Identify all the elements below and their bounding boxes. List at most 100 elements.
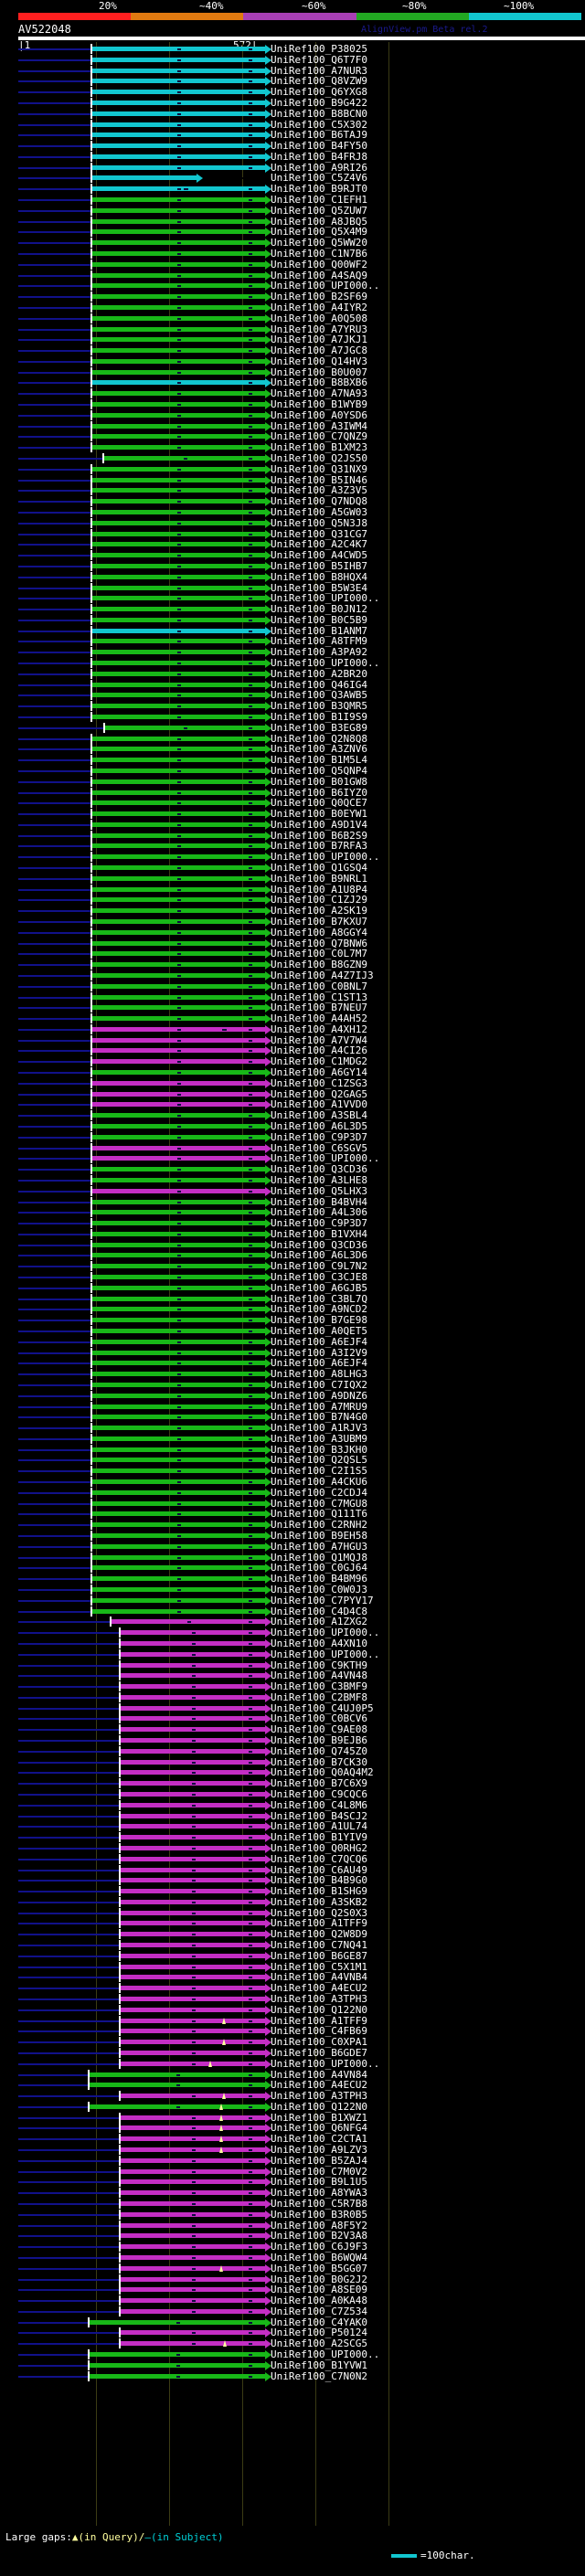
hit-row[interactable]: UniRef100_C2I1S5 bbox=[0, 1465, 585, 1477]
hit-label[interactable]: UniRef100_B9L1U5 bbox=[271, 2176, 367, 2189]
hit-label[interactable]: UniRef100_Q5WW20 bbox=[271, 237, 367, 249]
hit-label[interactable]: UniRef100_C6J9F3 bbox=[271, 2241, 367, 2253]
hit-row[interactable]: UniRef100_Q2JS50 bbox=[0, 452, 585, 464]
hit-label[interactable]: UniRef100_B9RJT0 bbox=[271, 183, 367, 196]
hit-row[interactable]: UniRef100_A6GY14 bbox=[0, 1066, 585, 1079]
hit-label[interactable]: UniRef100_A7JKJ1 bbox=[271, 334, 367, 346]
hit-label[interactable]: UniRef100_Q5ZUW7 bbox=[271, 204, 367, 217]
hit-label[interactable]: UniRef100_Q2N8Q8 bbox=[271, 732, 367, 745]
hit-row[interactable]: UniRef100_C4D4C8 bbox=[0, 1606, 585, 1617]
hit-row[interactable]: UniRef100_A7NUR3 bbox=[0, 64, 585, 77]
hit-row[interactable]: UniRef100_A0YSD6 bbox=[0, 409, 585, 421]
hit-row[interactable]: UniRef100_B0JN12 bbox=[0, 603, 585, 615]
hit-row[interactable]: UniRef100_A5GW03 bbox=[0, 506, 585, 518]
hit-row[interactable]: UniRef100_B9EH58 bbox=[0, 1530, 585, 1542]
hit-label[interactable]: UniRef100_C7PYV17 bbox=[271, 1594, 374, 1606]
hit-row[interactable]: UniRef100_B4B9G0 bbox=[0, 1874, 585, 1886]
hit-label[interactable]: UniRef100_C1ZSG3 bbox=[271, 1076, 367, 1089]
hit-row[interactable]: UniRef100_A6GJB5 bbox=[0, 1282, 585, 1294]
hit-row[interactable]: UniRef100_A2C4K7 bbox=[0, 538, 585, 550]
hit-label[interactable]: UniRef100_B9EJB6 bbox=[271, 1734, 367, 1747]
hit-label[interactable]: UniRef100_B1I9S9 bbox=[271, 710, 367, 723]
hit-label[interactable]: UniRef100_A1TFF9 bbox=[271, 1917, 367, 1930]
hit-row[interactable]: UniRef100_C5X1M1 bbox=[0, 1961, 585, 1973]
hit-label[interactable]: UniRef100_C6SGV5 bbox=[271, 1141, 367, 1154]
hit-label[interactable]: UniRef100_B8HQX4 bbox=[271, 570, 367, 583]
hit-row[interactable]: UniRef100_B0EYW1 bbox=[0, 808, 585, 820]
hit-label[interactable]: UniRef100_A3SBL4 bbox=[271, 1109, 367, 1122]
hit-row[interactable]: UniRef100_UPI000.. bbox=[0, 2348, 585, 2360]
hit-label[interactable]: UniRef100_A9NCD2 bbox=[271, 1303, 367, 1316]
hit-label[interactable]: UniRef100_B4FRJ8 bbox=[271, 150, 367, 163]
hit-row[interactable]: UniRef100_B1XM23 bbox=[0, 441, 585, 454]
hit-label[interactable]: UniRef100_B1XM23 bbox=[271, 441, 367, 454]
hit-row[interactable]: UniRef100_A4L306 bbox=[0, 1206, 585, 1218]
hit-row[interactable]: UniRef100_B9L1U5 bbox=[0, 2176, 585, 2189]
hit-row[interactable]: UniRef100_A1RJV3 bbox=[0, 1422, 585, 1434]
hit-row[interactable]: UniRef100_B2SF69 bbox=[0, 291, 585, 302]
hit-row[interactable]: UniRef100_C7N0N2 bbox=[0, 2370, 585, 2382]
hit-label[interactable]: UniRef100_Q6YXG8 bbox=[271, 86, 367, 99]
hit-label[interactable]: UniRef100_A1UL74 bbox=[271, 1820, 367, 1833]
hit-label[interactable]: UniRef100_B1VXH4 bbox=[271, 1227, 367, 1240]
hit-row[interactable]: UniRef100_C7M0V2 bbox=[0, 2166, 585, 2178]
hit-row[interactable]: UniRef100_C1EFH1 bbox=[0, 194, 585, 206]
hit-row[interactable]: UniRef100_C9AE08 bbox=[0, 1723, 585, 1735]
hit-row[interactable]: UniRef100_A8SE09 bbox=[0, 2284, 585, 2295]
hit-row[interactable]: UniRef100_Q5LHX3 bbox=[0, 1185, 585, 1197]
hit-row[interactable]: UniRef100_B9EJB6 bbox=[0, 1734, 585, 1747]
hit-label[interactable]: UniRef100_A3SKB2 bbox=[271, 1895, 367, 1908]
hit-label[interactable]: UniRef100_C0BCV6 bbox=[271, 1712, 367, 1725]
hit-row[interactable]: UniRef100_C0XPA1 bbox=[0, 2036, 585, 2049]
hit-label[interactable]: UniRef100_C9CQC6 bbox=[271, 1787, 367, 1800]
hit-row[interactable]: UniRef100_C4FB69 bbox=[0, 2025, 585, 2037]
hit-row[interactable]: UniRef100_A4ECU2 bbox=[0, 2079, 585, 2091]
hit-row[interactable]: UniRef100_UPI000.. bbox=[0, 657, 585, 669]
hit-row[interactable]: UniRef100_C4YAK0 bbox=[0, 2316, 585, 2328]
hit-label[interactable]: UniRef100_A4SAQ9 bbox=[271, 269, 367, 281]
hit-label[interactable]: UniRef100_B7RFA3 bbox=[271, 840, 367, 853]
hit-label[interactable]: UniRef100_A8F5Y2 bbox=[271, 2219, 367, 2231]
hit-row[interactable]: UniRef100_A1ZXG2 bbox=[0, 1616, 585, 1628]
hit-label[interactable]: UniRef100_Q46IG4 bbox=[271, 678, 367, 691]
hit-label[interactable]: UniRef100_C3BL7Q bbox=[271, 1292, 367, 1305]
hit-row[interactable]: UniRef100_Q6NFG4 bbox=[0, 2122, 585, 2134]
hit-row[interactable]: UniRef100_B7KXU7 bbox=[0, 916, 585, 928]
hit-row[interactable]: UniRef100_B9RJT0 bbox=[0, 183, 585, 196]
hit-label[interactable]: UniRef100_C0XPA1 bbox=[271, 2036, 367, 2049]
hit-label[interactable]: UniRef100_B6GE87 bbox=[271, 1949, 367, 1962]
hit-label[interactable]: UniRef100_C4UJ0P5 bbox=[271, 1701, 374, 1714]
hit-label[interactable]: UniRef100_C2BMF8 bbox=[271, 1691, 367, 1703]
hit-label[interactable]: UniRef100_B6IYZ0 bbox=[271, 786, 367, 799]
hit-label[interactable]: UniRef100_A8YWA3 bbox=[271, 2187, 367, 2200]
hit-row[interactable]: UniRef100_B1WYB9 bbox=[0, 398, 585, 410]
hit-row[interactable]: UniRef100_A4XN10 bbox=[0, 1638, 585, 1649]
hit-label[interactable]: UniRef100_A9RI26 bbox=[271, 161, 367, 174]
hit-row[interactable]: UniRef100_A3Z3V5 bbox=[0, 484, 585, 496]
hit-row[interactable]: UniRef100_C0W0J3 bbox=[0, 1584, 585, 1595]
hit-label[interactable]: UniRef100_A1ZXG2 bbox=[271, 1616, 367, 1628]
hit-row[interactable]: UniRef100_C2CTA1 bbox=[0, 2133, 585, 2145]
hit-row[interactable]: UniRef100_B4BM96 bbox=[0, 1573, 585, 1585]
hit-label[interactable]: UniRef100_A8SE09 bbox=[271, 2284, 367, 2296]
hit-row[interactable]: UniRef100_A7V7W4 bbox=[0, 1034, 585, 1046]
hit-label[interactable]: UniRef100_Q0RHG2 bbox=[271, 1841, 367, 1854]
hit-row[interactable]: UniRef100_B7N4G0 bbox=[0, 1411, 585, 1423]
hit-row[interactable]: UniRef100_A7YRU3 bbox=[0, 323, 585, 335]
hit-row[interactable]: UniRef100_Q8VZW9 bbox=[0, 75, 585, 87]
hit-row[interactable]: UniRef100_B7CK30 bbox=[0, 1756, 585, 1768]
hit-label[interactable]: UniRef100_Q7BNW6 bbox=[271, 937, 367, 949]
hit-row[interactable]: UniRef100_A8JBQ5 bbox=[0, 216, 585, 228]
hit-row[interactable]: UniRef100_A2SCG5 bbox=[0, 2337, 585, 2349]
hit-row[interactable]: UniRef100_C1N7B6 bbox=[0, 248, 585, 260]
hit-row[interactable]: UniRef100_P50124 bbox=[0, 2327, 585, 2338]
hit-row[interactable]: UniRef100_C3BL7Q bbox=[0, 1292, 585, 1305]
hit-row[interactable]: UniRef100_C1ST13 bbox=[0, 991, 585, 1003]
hit-row[interactable]: UniRef100_A4IYR2 bbox=[0, 302, 585, 313]
hit-row[interactable]: UniRef100_B1SHG9 bbox=[0, 1885, 585, 1897]
hit-label[interactable]: UniRef100_A7NUR3 bbox=[271, 64, 367, 77]
hit-label[interactable]: UniRef100_C1MDG2 bbox=[271, 1055, 367, 1068]
hit-row[interactable]: UniRef100_A4CKU6 bbox=[0, 1476, 585, 1488]
hit-label[interactable]: UniRef100_A6GY14 bbox=[271, 1066, 367, 1079]
hit-row[interactable]: UniRef100_C7PYV17 bbox=[0, 1595, 585, 1606]
